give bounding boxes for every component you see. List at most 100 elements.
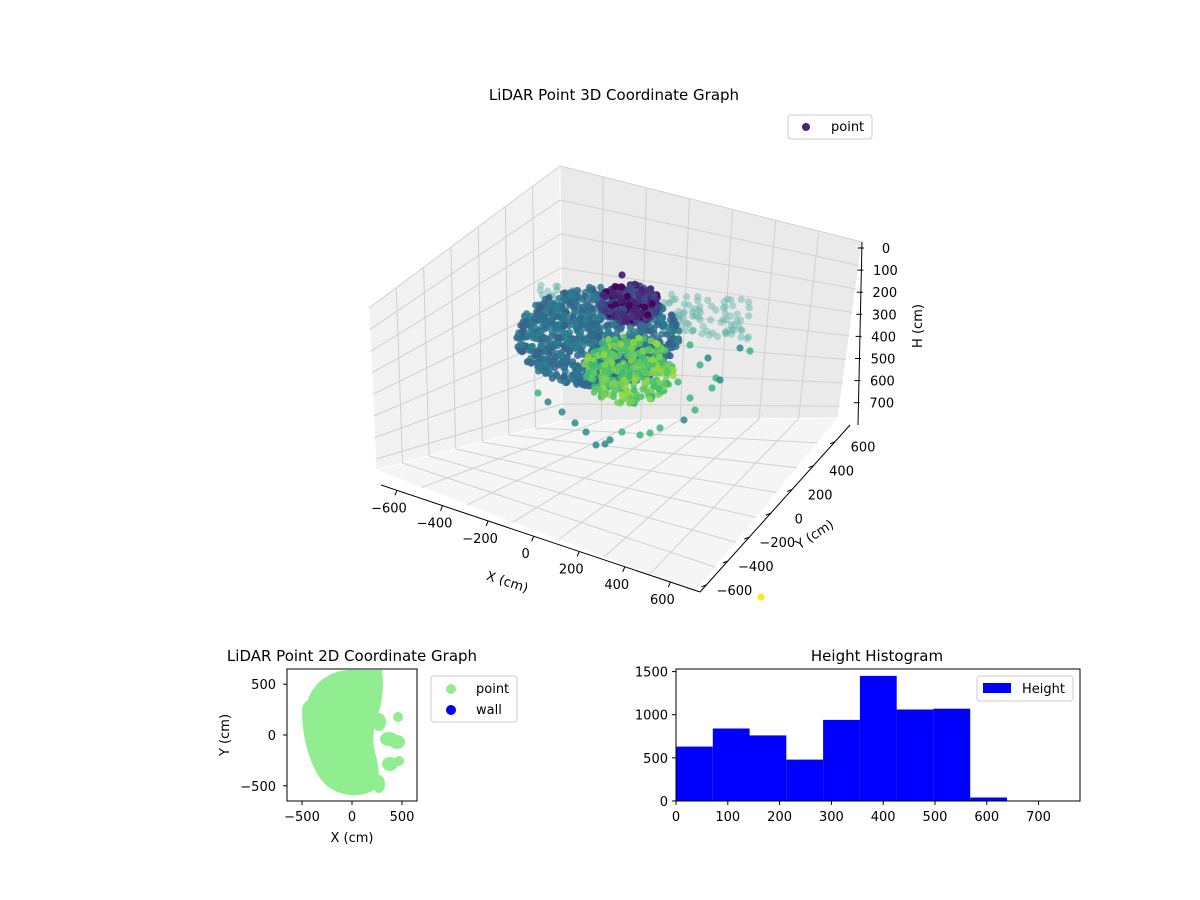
chart-2d-cluster-4 [389, 735, 405, 749]
point-top-cluster [640, 296, 649, 304]
point-canopy [723, 295, 732, 303]
point-canopy [709, 329, 717, 337]
grid-left-vertical-line [477, 226, 483, 443]
point-body [593, 325, 601, 332]
point-canopy [665, 299, 674, 307]
point-body [583, 303, 591, 311]
point-body [547, 347, 555, 355]
point-top-cluster [613, 313, 621, 321]
chart-3d-legend-label: point [831, 120, 864, 135]
point-lower-lobe [581, 360, 589, 368]
point-top-cluster [641, 303, 649, 311]
point-lower-lobe [643, 346, 651, 354]
point-outlier [686, 394, 694, 402]
histogram-legend-box [976, 675, 1074, 702]
point-canopy [745, 304, 753, 312]
point-top-cluster [611, 283, 619, 291]
chart-2d-cluster-6 [382, 757, 398, 771]
point-canopy [730, 326, 738, 334]
histogram-title: Height Histogram [811, 647, 943, 665]
point-body [666, 352, 674, 360]
point-body [577, 347, 585, 354]
point-canopy [552, 282, 560, 290]
point-body [526, 329, 534, 336]
point-canopy [685, 301, 693, 309]
grid-back-horizontal-line [560, 199, 859, 266]
point-body [617, 325, 625, 333]
point-lower-lobe [634, 349, 642, 357]
point-body [536, 355, 544, 363]
histogram-x-tick-label: 700 [1026, 810, 1051, 825]
point-outlier [592, 441, 600, 449]
point-canopy [744, 333, 753, 341]
grid-left-horizontal-line [371, 267, 562, 374]
point-body [552, 313, 560, 321]
point-canopy [703, 327, 711, 335]
point-lower-lobe [647, 369, 654, 377]
point-body [546, 338, 554, 346]
point-body [571, 318, 579, 326]
point-body [563, 345, 571, 353]
grid-floor-y-line [535, 427, 818, 444]
point-lower-lobe [590, 369, 598, 377]
grid-back-horizontal-line [559, 165, 863, 243]
chart-3d-point-cloud [513, 271, 754, 449]
point-body [586, 286, 594, 294]
point-body [604, 326, 612, 334]
point-outlier [736, 344, 744, 352]
point-body [555, 294, 563, 302]
y-tick-mark [701, 584, 707, 588]
chart-3d-x-axis-line [380, 484, 701, 593]
point-outlier [746, 347, 754, 355]
point-body [562, 336, 570, 344]
y-tick-mark [722, 560, 729, 564]
point-top-cluster [632, 305, 640, 313]
point-canopy [737, 326, 745, 334]
point-canopy [689, 312, 697, 321]
grid-back-horizontal-line [560, 267, 853, 313]
point-lower-lobe [617, 340, 624, 347]
point-canopy [689, 326, 697, 334]
point-body [545, 293, 553, 301]
x-tick-label: −600 [371, 501, 407, 516]
chart-3d-y-axis-line [699, 424, 851, 593]
point-body [630, 328, 638, 336]
point-lower-lobe [649, 378, 657, 385]
histogram-bar [859, 675, 897, 801]
point-canopy [721, 328, 730, 336]
point-body [548, 374, 556, 382]
point-body [558, 328, 566, 336]
point-outlier [606, 436, 614, 444]
x-tick-label: −400 [417, 517, 453, 532]
point-top-cluster [597, 303, 605, 311]
z-tick-label: 100 [873, 264, 898, 279]
histogram-bar [712, 728, 750, 801]
point-canopy [721, 303, 729, 311]
histogram-legend-label: Height [1022, 682, 1065, 697]
histogram-bar [896, 709, 934, 801]
chart-3d-title: LiDAR Point 3D Coordinate Graph [489, 86, 739, 104]
point-lower-lobe [635, 334, 642, 342]
point-lower-lobe [623, 395, 631, 403]
point-canopy [722, 316, 730, 324]
point-lower-lobe [655, 365, 662, 372]
y-tick-mark [765, 512, 771, 516]
point-canopy [704, 296, 712, 304]
point-body [590, 292, 598, 300]
point-canopy [722, 329, 730, 337]
point-lower-lobe [649, 356, 656, 363]
x-tick-label: 600 [650, 593, 675, 608]
point-body [557, 351, 565, 359]
point-canopy [698, 330, 706, 338]
y-tick-label: −400 [738, 560, 774, 575]
point-canopy [694, 293, 702, 301]
chart-2d-x-tick-label: 500 [390, 810, 415, 825]
point-canopy [553, 286, 561, 295]
point-lower-lobe [610, 393, 617, 401]
grid-floor-y-line [508, 434, 798, 469]
point-body [663, 330, 671, 338]
point-canopy [669, 296, 677, 304]
x-tick-mark [485, 520, 489, 527]
z-tick-label: 300 [872, 308, 897, 323]
